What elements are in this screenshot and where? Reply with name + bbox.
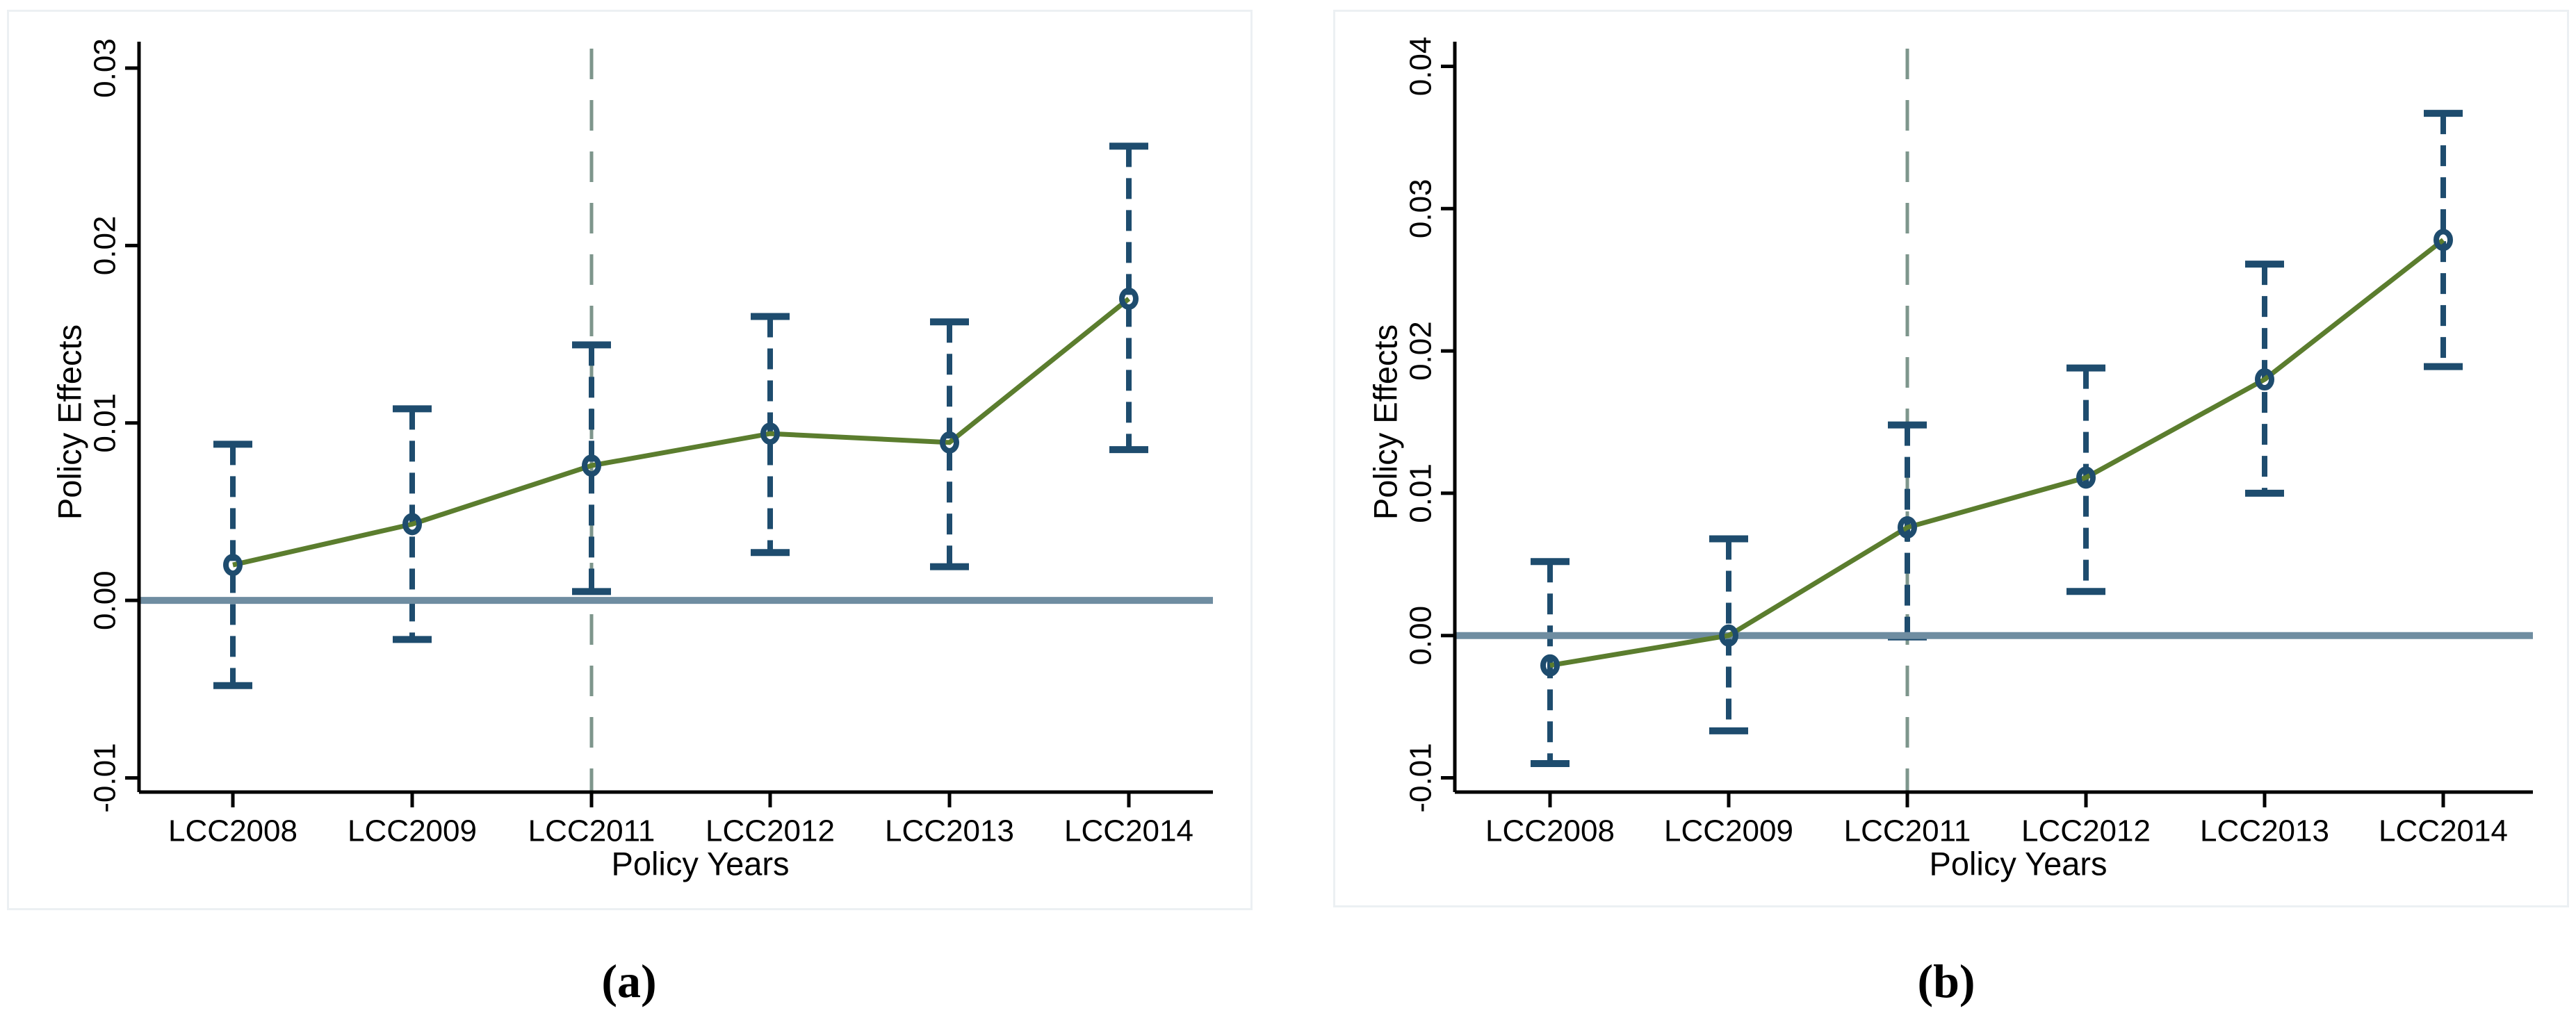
y-axis-title: Policy Effects bbox=[51, 324, 88, 520]
x-tick-label: LCC2014 bbox=[2379, 814, 2508, 848]
panel-b-caption: (b) bbox=[1917, 955, 1975, 1007]
x-axis-title: Policy Years bbox=[611, 846, 789, 882]
data-point-marker-lcc2012 bbox=[760, 422, 780, 445]
x-tick-label: LCC2009 bbox=[348, 814, 477, 848]
x-tick-label: LCC2011 bbox=[1844, 814, 1971, 848]
x-tick-label: LCC2011 bbox=[528, 814, 655, 848]
data-point-marker-lcc2011 bbox=[582, 454, 601, 477]
series-line-policy-effect-estimates bbox=[232, 297, 1131, 568]
x-tick-label: LCC2009 bbox=[1664, 814, 1793, 848]
panel-a-caption: (a) bbox=[601, 955, 657, 1007]
y-tick-label: 0.02 bbox=[1404, 321, 1438, 381]
x-tick-label: LCC2012 bbox=[706, 814, 835, 848]
data-point-marker-lcc2008 bbox=[1540, 654, 1560, 677]
y-tick-label: 0.04 bbox=[1404, 37, 1438, 97]
y-tick-label: 0.00 bbox=[88, 570, 122, 630]
y-tick-label: 0.01 bbox=[1404, 463, 1438, 523]
series-line-policy-effect-estimates bbox=[1549, 238, 2445, 668]
x-tick-label: LCC2014 bbox=[1064, 814, 1193, 848]
x-tick-label: LCC2012 bbox=[2021, 814, 2151, 848]
y-axis-title: Policy Effects bbox=[1367, 324, 1404, 520]
x-tick-label: LCC2013 bbox=[2200, 814, 2329, 848]
y-tick-label: -0.01 bbox=[1404, 743, 1438, 812]
data-point-marker-lcc2013 bbox=[940, 431, 959, 454]
y-tick-label: 0.00 bbox=[1404, 606, 1438, 666]
x-tick-label: LCC2008 bbox=[168, 814, 297, 848]
data-point-marker-lcc2009 bbox=[1719, 624, 1738, 647]
panel-b-frame bbox=[1333, 10, 2569, 907]
data-point-marker-lcc2012 bbox=[2076, 466, 2096, 489]
y-tick-label: -0.01 bbox=[88, 743, 122, 812]
y-tick-label: 0.03 bbox=[88, 38, 122, 98]
y-tick-label: 0.03 bbox=[1404, 179, 1438, 238]
y-tick-label: 0.01 bbox=[88, 393, 122, 453]
data-point-marker-lcc2013 bbox=[2255, 368, 2274, 391]
data-point-marker-lcc2011 bbox=[1898, 516, 1917, 539]
y-tick-label: 0.02 bbox=[88, 216, 122, 276]
x-tick-label: LCC2008 bbox=[1485, 814, 1615, 848]
x-axis-title: Policy Years bbox=[1929, 846, 2107, 882]
x-tick-label: LCC2013 bbox=[885, 814, 1014, 848]
data-point-marker-lcc2009 bbox=[402, 513, 422, 536]
data-point-marker-lcc2014 bbox=[2434, 229, 2453, 252]
data-point-marker-lcc2008 bbox=[223, 554, 243, 577]
data-point-marker-lcc2014 bbox=[1119, 288, 1139, 310]
